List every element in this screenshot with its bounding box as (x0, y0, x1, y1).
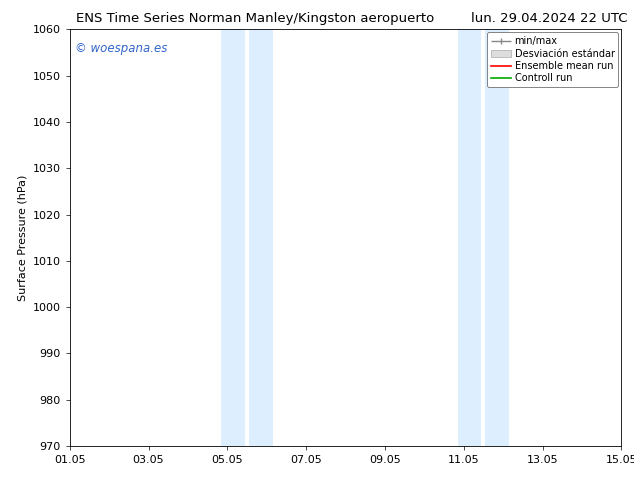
Text: lun. 29.04.2024 22 UTC: lun. 29.04.2024 22 UTC (471, 12, 628, 25)
Bar (249, 29, 273, 446)
Bar (458, 29, 481, 446)
Text: ENS Time Series Norman Manley/Kingston aeropuerto: ENS Time Series Norman Manley/Kingston a… (76, 12, 434, 25)
Bar (486, 29, 509, 446)
Text: © woespana.es: © woespana.es (75, 42, 167, 55)
Bar (221, 29, 245, 446)
Y-axis label: Surface Pressure (hPa): Surface Pressure (hPa) (17, 174, 27, 301)
Legend: min/max, Desviación estándar, Ensemble mean run, Controll run: min/max, Desviación estándar, Ensemble m… (488, 32, 618, 87)
